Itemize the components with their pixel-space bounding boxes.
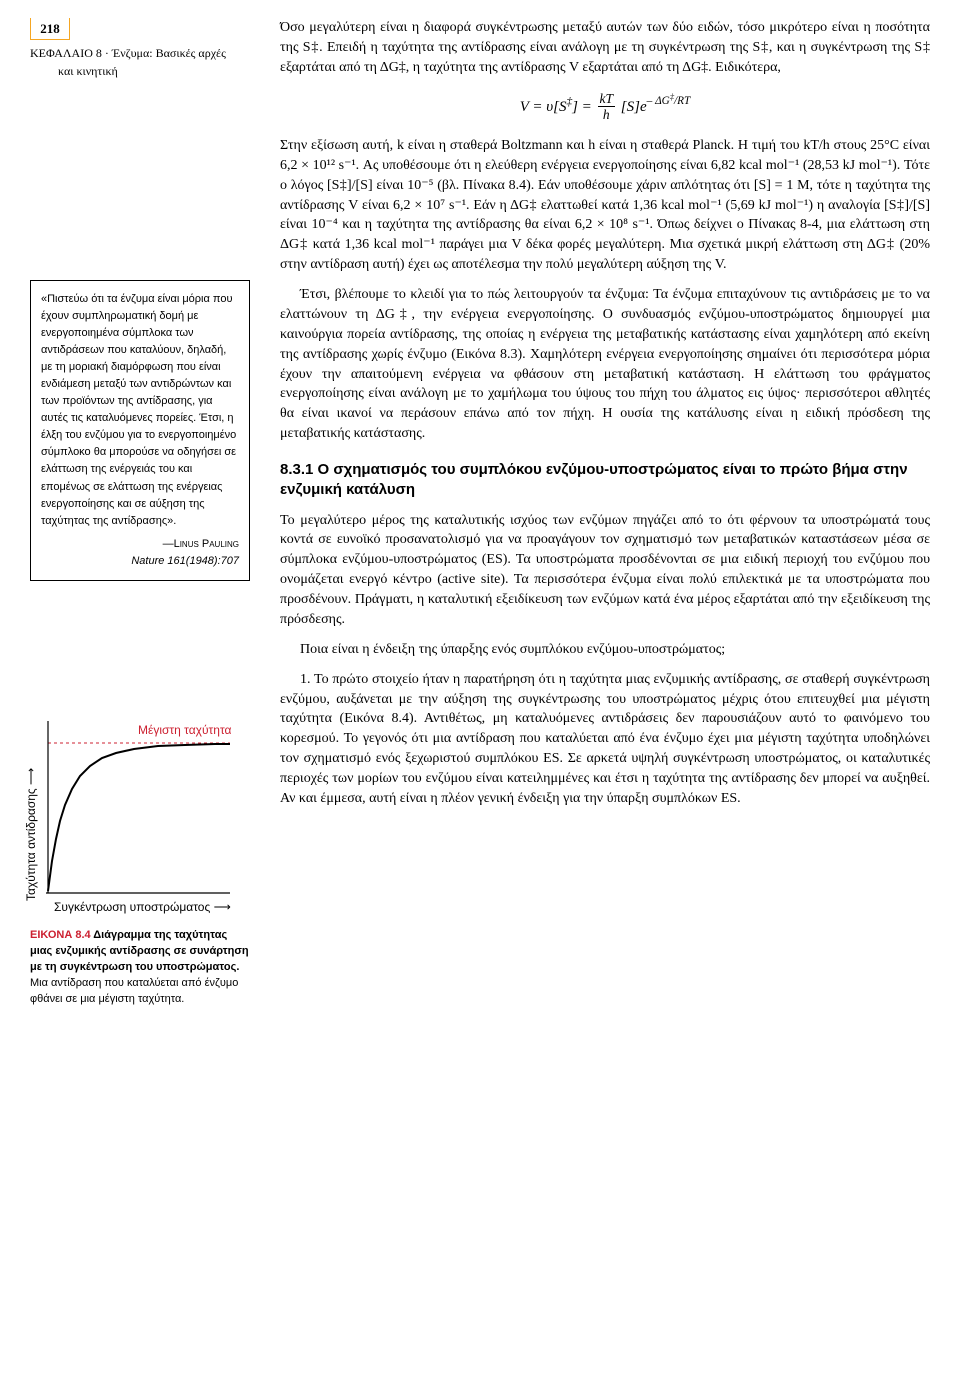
paragraph-6: 1. Το πρώτο στοιχείο ήταν η παρατήρηση ό… bbox=[280, 670, 930, 809]
paragraph-4: Το μεγαλύτερο μέρος της καταλυτικής ισχύ… bbox=[280, 511, 930, 630]
paragraph-3: Έτσι, βλέπουμε το κλειδί για το πώς λειτ… bbox=[280, 285, 930, 444]
section-heading: 8.3.1 Ο σχηματισμός του συμπλόκου ενζύμο… bbox=[280, 460, 930, 501]
chart-svg bbox=[30, 721, 235, 896]
paragraph-1: Όσο μεγαλύτερη είναι η διαφορά συγκέντρω… bbox=[280, 18, 930, 78]
figure-caption: ΕΙΚΟΝΑ 8.4 Διάγραμμα της ταχύτητας μιας … bbox=[30, 928, 250, 1008]
quote-text: «Πιστεύω ότι τα ένζυμα είναι μόρια που έ… bbox=[41, 291, 239, 530]
quote-source: Nature 161(1948):707 bbox=[41, 553, 239, 570]
paragraph-5: Ποια είναι η ένδειξη της ύπαρξης ενός συ… bbox=[280, 640, 930, 660]
figure-number: ΕΙΚΟΝΑ 8.4 bbox=[30, 929, 91, 941]
equation: V = υ[S‡] = kTh [S]e– ΔG‡/RT bbox=[280, 92, 930, 122]
paragraph-2: Στην εξίσωση αυτή, k είναι η σταθερά Bol… bbox=[280, 136, 930, 275]
chart-y-axis-label: Ταχύτητα αντίδρασης ⟶ bbox=[24, 767, 38, 900]
chapter-line1: ΚΕΦΑΛΑΙΟ 8 · Ένζυμα: Βασικές αρχές bbox=[30, 44, 250, 62]
chart-max-label: Μέγιστη ταχύτητα bbox=[138, 723, 231, 737]
chapter-line2: και κινητική bbox=[30, 62, 250, 80]
chart-x-axis-label: Συγκέντρωση υποστρώματος ⟶ bbox=[54, 900, 250, 914]
quote-box: «Πιστεύω ότι τα ένζυμα είναι μόρια που έ… bbox=[30, 280, 250, 581]
chapter-header: ΚΕΦΑΛΑΙΟ 8 · Ένζυμα: Βασικές αρχές και κ… bbox=[30, 44, 250, 80]
chart-curve bbox=[48, 744, 230, 891]
figure-rest: Μια αντίδραση που καταλύεται από ένζυμο … bbox=[30, 977, 238, 1005]
quote-author: —Linus Pauling bbox=[41, 536, 239, 553]
page-number: 218 bbox=[30, 18, 70, 40]
chart-figure: Μέγιστη ταχύτητα Ταχύτητα αντίδρασης ⟶ Σ… bbox=[30, 721, 250, 1008]
